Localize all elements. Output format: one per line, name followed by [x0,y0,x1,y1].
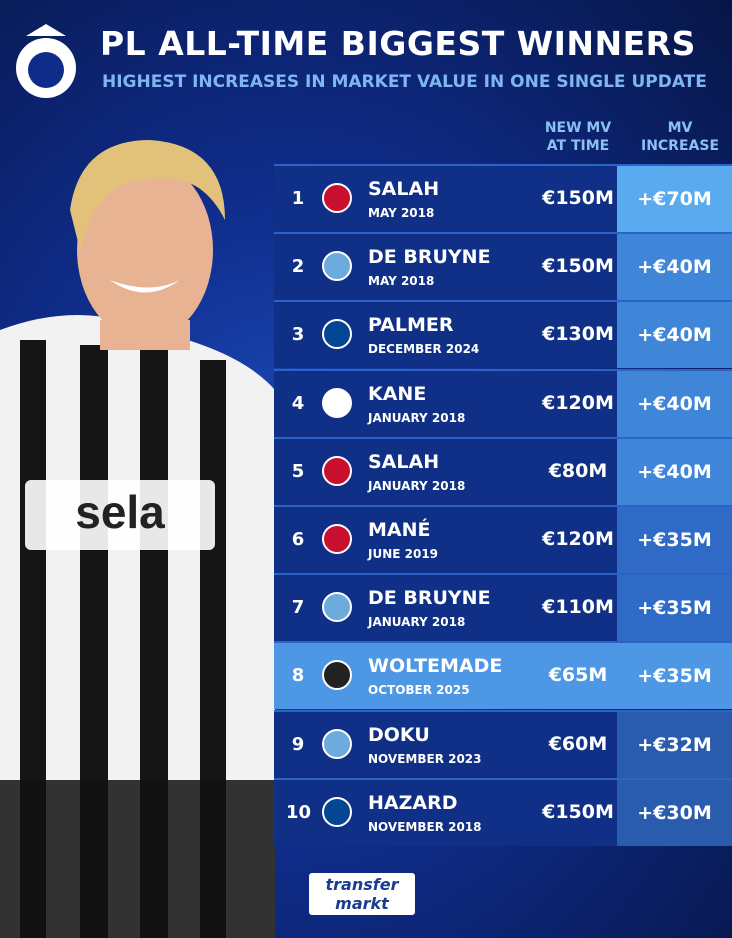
rank: 7 [291,597,305,619]
update-date: JUNE 2019 [368,547,439,561]
update-date: MAY 2018 [368,206,435,220]
logo-text: markt [335,894,389,913]
new-market-value: €60M [548,732,608,755]
new-market-value: €65M [548,664,608,687]
player-name: SALAH [368,450,440,473]
table-row: 1 SALAH MAY 2018 €150M +€70M [274,164,732,232]
table-row: 3 PALMER DECEMBER 2024 €130M +€40M [274,300,732,369]
rank: 2 [291,256,305,278]
rank: 5 [291,460,305,482]
player-name: HAZARD [368,791,458,814]
new-market-value: €130M [542,323,614,346]
update-date: JANUARY 2018 [368,410,466,425]
table-row: 8 WOLTEMADE OCTOBER 2025 €65M +€35M [274,641,732,710]
rank: 4 [291,392,305,414]
rank: 10 [286,801,312,823]
value-increase: +€35M [617,575,732,642]
update-date: JANUARY 2018 [368,478,466,493]
club-crest [322,455,352,486]
club-crest [322,592,352,623]
value-increase: +€35M [617,507,732,573]
update-date: MAY 2018 [368,274,435,289]
club-crest [322,183,352,213]
club-crest [322,387,352,418]
pl-lion-logo [16,24,76,98]
value-increase: +€30M [617,779,732,846]
title: PL ALL-TIME BIGGEST WINNERS [100,24,696,63]
table-row: 2 DE BRUYNE MAY 2018 €150M +€40M [274,232,732,301]
table-row: 5 SALAH JANUARY 2018 €80M +€40M [274,436,732,505]
value-increase: +€35M [617,643,732,710]
club-crest [322,319,352,350]
value-increase: +€40M [617,302,732,369]
transfermarkt-logo: transfer markt [309,873,415,915]
rank: 3 [291,324,305,346]
update-date: OCTOBER 2025 [368,683,470,698]
table-row: 6 MANÉ JUNE 2019 €120M +€35M [274,505,732,573]
player-name: MANÉ [368,519,431,541]
player-name: SALAH [368,178,440,200]
table-row: 7 DE BRUYNE JANUARY 2018 €110M +€35M [274,573,732,642]
value-increase: +€40M [617,370,732,437]
table-row: 10 HAZARD NOVEMBER 2018 €150M +€30M [274,777,732,846]
new-market-value: €120M [542,528,614,550]
column-header: MV INCREASE [640,120,720,154]
update-date: DECEMBER 2024 [368,342,480,357]
new-market-value: €110M [542,596,614,619]
rank: 1 [291,188,305,209]
new-market-value: €150M [542,255,614,278]
player-name: WOLTEMADE [368,655,503,678]
player-name: DE BRUYNE [368,246,491,269]
value-increase: +€40M [617,234,732,301]
player-name: PALMER [368,314,454,337]
new-market-value: €120M [542,391,614,414]
new-market-value: €150M [542,800,614,823]
player-photo: sela [0,140,275,938]
club-crest [322,524,352,554]
update-date: NOVEMBER 2018 [368,819,482,834]
value-increase: +€70M [617,166,732,232]
player-name: DOKU [368,723,430,746]
update-date: NOVEMBER 2023 [368,751,482,766]
player-name: DE BRUYNE [368,587,491,610]
value-increase: +€32M [617,711,732,778]
update-date: JANUARY 2018 [368,615,466,630]
rank: 8 [291,665,305,687]
rank: 6 [291,529,305,550]
table-row: 9 DOKU NOVEMBER 2023 €60M +€32M [274,709,732,778]
svg-text:sela: sela [75,486,165,538]
club-crest [322,728,352,759]
column-header: NEW MV AT TIME [544,120,612,154]
club-crest [322,251,352,282]
subtitle: HIGHEST INCREASES IN MARKET VALUE IN ONE… [102,72,707,92]
club-crest [322,660,352,691]
player-name: KANE [368,382,427,405]
value-increase: +€40M [617,438,732,505]
logo-text: transfer [325,875,399,894]
table-row: 4 KANE JANUARY 2018 €120M +€40M [274,368,732,437]
club-crest [322,796,352,827]
new-market-value: €80M [548,459,608,482]
rank: 9 [291,733,305,755]
new-market-value: €150M [542,187,614,209]
